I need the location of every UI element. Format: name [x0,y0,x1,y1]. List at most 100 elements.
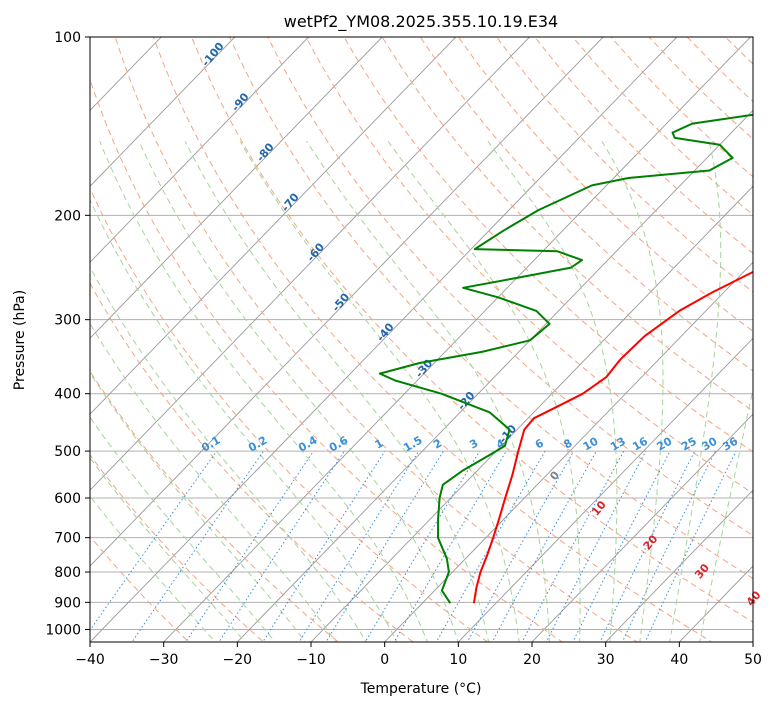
y-tick-label: 600 [54,491,81,507]
moist-adiabat-label: 40 [744,588,764,608]
dry-adiabat-label: -70 [279,190,302,214]
temperature-profile [472,270,753,604]
mixing-ratio-line [185,450,314,642]
dry-adiabat-label: -60 [304,240,327,264]
mixing-ratio-line [644,450,737,642]
mixing-ratio-label: 8 [561,437,574,452]
x-tick-label: 50 [744,652,762,668]
moist-adiabat-line [387,141,581,642]
moist-adiabat-line [90,416,276,642]
dry-adiabat-line [736,10,775,654]
moist-adiabat-line [90,371,306,642]
x-tick-label: 10 [449,652,467,668]
y-tick-label: 900 [54,595,81,611]
moist-adiabat-line [239,141,520,642]
mixing-ratio-label: 1 [373,437,386,452]
x-axis-label: Temperature (°C) [360,681,482,697]
moist-adiabat-line [306,141,550,642]
y-tick-label: 100 [54,30,81,46]
moist-adiabat-label: 10 [589,498,609,518]
dry-adiabat-label: -100 [199,40,227,70]
moist-adiabat-line [99,141,428,642]
mixing-ratio-line [90,450,218,632]
moist-adiabat-line [90,457,246,642]
profiles [378,113,753,604]
moist-adiabat-label: 30 [692,561,712,581]
moist-adiabat-line [699,386,753,642]
isotherm-line [605,489,753,642]
dry-adiabat-line [90,454,265,642]
mixing-ratio-line [521,450,625,642]
moist-adiabat-line [90,198,398,642]
moist-adiabat-line [601,141,664,642]
moist-adiabat-label: 20 [641,532,661,552]
moist-adiabat-line [90,495,216,642]
y-tick-label: 1000 [45,622,81,638]
moist-adiabat-label: 0 [547,468,562,482]
y-tick-label: 400 [54,387,81,403]
dry-adiabat-label: -80 [254,140,277,164]
isotherm-line [236,109,753,642]
isotherm-line [310,185,753,642]
x-tick-label: −30 [149,652,179,668]
moist-adiabat-line [669,141,722,642]
isotherm-line [90,37,604,567]
dry-adiabat-label: -90 [229,90,252,114]
chart-title: wetPf2_YM08.2025.355.10.19.E34 [284,12,558,32]
dry-adiabat-line [90,370,340,642]
isotherm-line [678,565,753,642]
dry-adiabat-line [534,37,753,254]
dry-adiabat-line [152,37,713,642]
x-tick-label: 0 [380,652,389,668]
dry-adiabat-line [495,37,753,293]
dry-adiabat-label: -40 [374,320,397,344]
dry-adiabat-line [90,282,414,642]
plot-frame [89,36,754,643]
x-tick-label: −20 [223,652,253,668]
isotherm-line [531,413,753,642]
isotherm-line [90,37,678,642]
isotherm-line [752,641,753,642]
axis-ticks: −40 −30 −20 −10 0 10 20 30 40 5010020030040050060… [45,30,762,668]
dry-adiabat-line [305,37,753,494]
y-tick-label: 700 [54,531,81,547]
mixing-ratio-line [435,450,546,642]
dry-adiabat-line [457,37,753,332]
mixing-ratio-line [298,450,420,642]
y-tick-label: 300 [54,313,81,329]
mixing-ratio-line [466,450,575,642]
dry-adiabat-line [572,37,753,216]
isotherm-line [457,337,753,642]
dry-adiabat-line [190,37,753,623]
isotherm-line [163,37,752,642]
dry-adiabat-line [90,77,564,642]
x-tick-label: −10 [296,652,326,668]
dry-adiabat-line [229,37,753,579]
y-tick-label: 800 [54,565,81,581]
mixing-ratio-line [393,450,507,642]
moist-adiabat-line [138,141,459,642]
isotherm-line [90,37,457,415]
dry-adiabat-line [610,37,753,178]
isotherm-line [90,37,236,187]
mixing-ratio-line [218,450,345,642]
y-tick-label: 200 [54,208,81,224]
y-tick-label: 500 [54,444,81,460]
x-tick-label: 40 [670,652,688,668]
isotherm-line [384,261,753,642]
y-axis-label: Pressure (hPa) [12,290,28,390]
moist-adiabat-line [487,141,618,642]
dry-adiabat-line [267,37,753,537]
dry-adiabat-line [90,187,489,642]
x-tick-label: 30 [597,652,615,668]
mixing-ratio-line [491,450,597,642]
moist-adiabat-line [90,265,367,642]
x-tick-label: −40 [75,652,105,668]
dry-adiabat-line [381,37,753,412]
mixing-ratio-label: 3 [467,437,480,452]
isotherm-line [90,37,162,112]
mixing-ratio-line [131,450,265,642]
mixing-ratio-label: 2 [431,437,444,452]
mixing-ratio-line [325,450,444,642]
